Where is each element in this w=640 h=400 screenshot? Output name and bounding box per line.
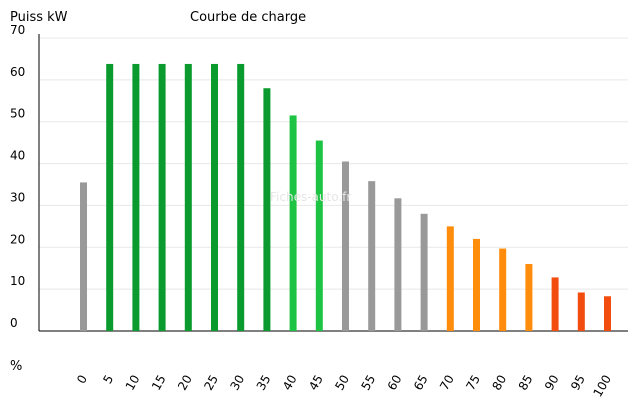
x-tick-label: 0 <box>74 373 90 387</box>
y-tick-labels: 0 10 20 30 40 50 60 70 <box>10 23 25 330</box>
x-tick-labels: 0 5 10 15 20 25 30 35 40 45 50 55 60 65 70 75 80 85 90 95 10… <box>74 373 614 400</box>
x-tick-label: 100 <box>591 373 615 400</box>
grid-lines <box>39 37 628 290</box>
y-tick-label: 20 <box>10 232 25 246</box>
x-tick-label: 60 <box>385 373 405 393</box>
x-tick-label: 35 <box>254 373 274 393</box>
x-axis-label: % <box>10 359 22 374</box>
y-tick-label: 50 <box>10 107 25 121</box>
bar <box>315 140 323 331</box>
x-tick-label: 10 <box>123 373 143 393</box>
bar <box>394 198 402 331</box>
bar <box>342 161 349 331</box>
bar <box>132 63 140 332</box>
x-tick-label: 70 <box>437 373 457 393</box>
bar <box>499 248 507 331</box>
x-tick-label: 90 <box>542 373 562 393</box>
bar <box>473 238 480 331</box>
bar <box>577 292 585 331</box>
y-tick-label: 70 <box>10 23 25 37</box>
bar <box>184 63 192 332</box>
x-tick-label: 55 <box>359 373 379 393</box>
x-tick-label: 95 <box>568 373 588 393</box>
y-axis-label: Puiss kW <box>10 10 68 25</box>
bars <box>80 63 611 332</box>
chart-title: Courbe de charge <box>190 10 306 25</box>
bar <box>420 213 428 331</box>
y-tick-label: 0 <box>10 316 18 330</box>
x-tick-label: 5 <box>100 373 116 387</box>
bar <box>237 63 245 332</box>
x-tick-label: 25 <box>201 373 221 393</box>
y-tick-label: 40 <box>10 149 25 163</box>
x-tick-label: 80 <box>490 373 510 393</box>
bar <box>211 63 218 332</box>
x-tick-label: 30 <box>228 373 248 393</box>
x-tick-label: 45 <box>306 373 326 393</box>
bar <box>525 264 533 331</box>
bar <box>289 115 297 331</box>
x-tick-label: 40 <box>280 373 300 393</box>
x-tick-label: 50 <box>332 373 352 393</box>
x-tick-label: 75 <box>463 373 483 393</box>
bar <box>551 277 559 331</box>
bar <box>604 296 611 331</box>
bar <box>106 63 114 332</box>
y-tick-label: 30 <box>10 190 25 204</box>
bar <box>446 226 454 331</box>
x-tick-label: 85 <box>516 373 536 393</box>
bar <box>368 181 376 331</box>
bar <box>80 182 87 331</box>
y-tick-label: 10 <box>10 274 25 288</box>
x-tick-label: 15 <box>149 373 169 393</box>
x-tick-label: 20 <box>175 373 195 393</box>
bar <box>263 88 271 331</box>
bar <box>158 63 166 332</box>
x-tick-label: 65 <box>411 373 431 393</box>
watermark: Fiches-auto.fr <box>270 190 351 204</box>
y-tick-label: 60 <box>10 65 25 79</box>
